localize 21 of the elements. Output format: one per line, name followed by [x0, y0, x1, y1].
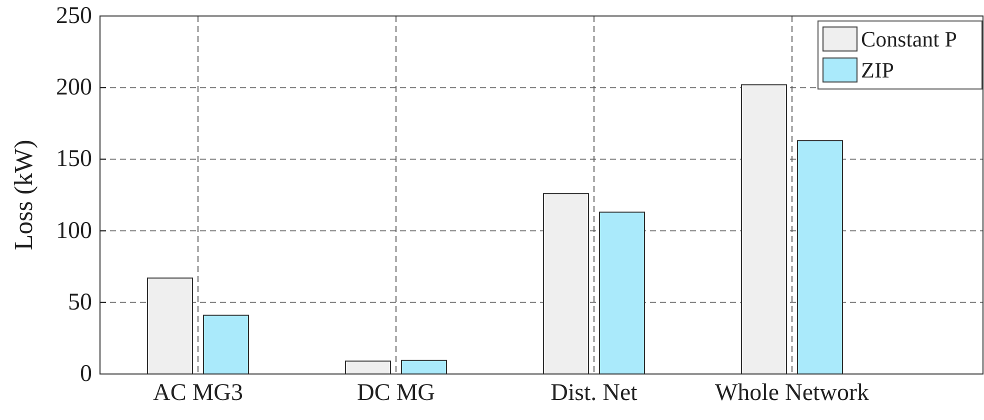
bar: [543, 193, 589, 374]
bar: [741, 84, 787, 374]
y-axis-title: Loss (kW): [9, 140, 38, 250]
y-tick-label: 100: [56, 218, 92, 244]
bar: [599, 212, 645, 374]
x-tick-label: Dist. Net: [550, 380, 638, 406]
x-tick-label: Whole Network: [715, 380, 869, 406]
y-tick-label: 250: [56, 3, 92, 29]
bar: [203, 314, 249, 374]
bar: [147, 278, 193, 374]
x-tick-label: AC MG3: [152, 380, 244, 406]
x-tick-label: DC MG: [356, 380, 436, 406]
bar: [401, 360, 447, 374]
y-tick-label: 0: [80, 361, 92, 387]
legend-label: ZIP: [861, 58, 894, 82]
y-tick-label: 200: [56, 74, 92, 101]
bar: [797, 140, 843, 374]
bar: [345, 360, 391, 374]
y-tick-label: 150: [56, 146, 92, 172]
y-tick-label: 50: [68, 289, 92, 316]
legend-label: Constant P: [861, 26, 957, 52]
